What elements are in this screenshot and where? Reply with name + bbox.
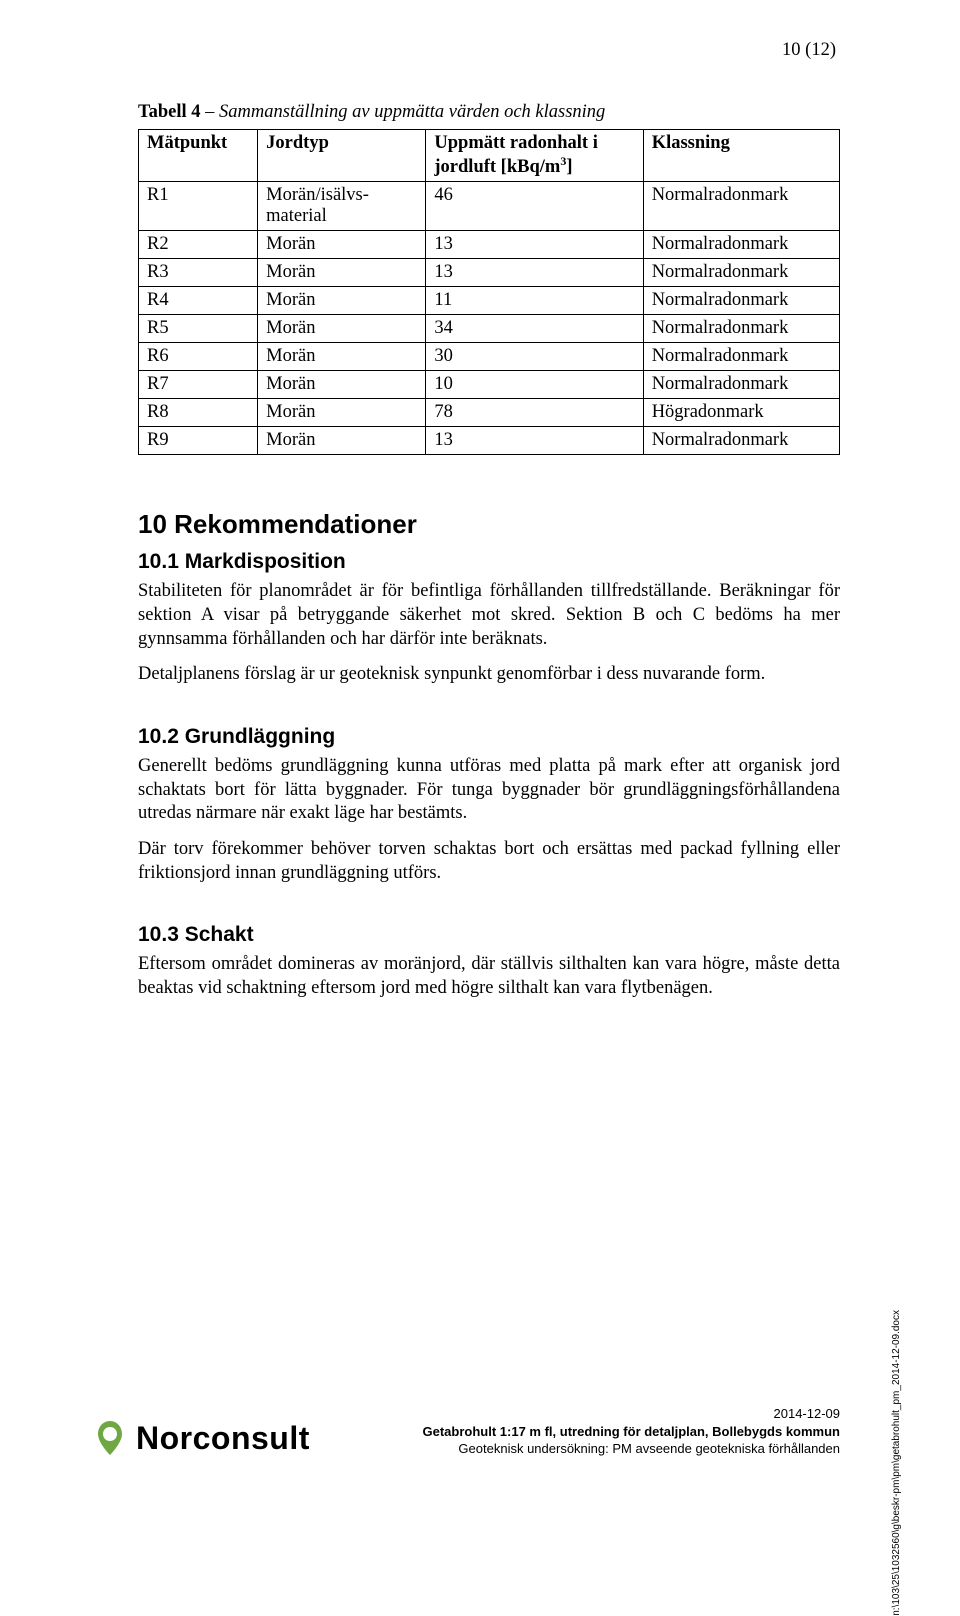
table-cell: R4 xyxy=(139,287,258,315)
table-cell: R7 xyxy=(139,371,258,399)
table-cell: 13 xyxy=(426,259,643,287)
table-cell: 11 xyxy=(426,287,643,315)
norconsult-logo-icon xyxy=(90,1418,130,1458)
para-10-1a: Stabiliteten för planområdet är för befi… xyxy=(138,580,840,651)
table-row: R8Morän78Högradonmark xyxy=(139,399,840,427)
table-cell: Morän xyxy=(258,399,426,427)
table-cell: 46 xyxy=(426,182,643,231)
table-title: Tabell 4 – Sammanställning av uppmätta v… xyxy=(138,102,840,123)
table-cell: Normalradonmark xyxy=(643,287,839,315)
footer-line2: Geoteknisk undersökning: PM avseende geo… xyxy=(423,1440,840,1458)
table-cell: Morän xyxy=(258,315,426,343)
table-cell: Morän xyxy=(258,343,426,371)
table-cell: Normalradonmark xyxy=(643,343,839,371)
table-cell: R5 xyxy=(139,315,258,343)
heading-10: 10 Rekommendationer xyxy=(138,509,840,540)
table-cell: Morän xyxy=(258,427,426,455)
table-cell: Normalradonmark xyxy=(643,371,839,399)
footer-title: Getabrohult 1:17 m fl, utredning för det… xyxy=(423,1423,840,1441)
para-10-1b: Detaljplanens förslag är ur geoteknisk s… xyxy=(138,663,840,687)
table-cell: R8 xyxy=(139,399,258,427)
table-cell: Högradonmark xyxy=(643,399,839,427)
table-cell: Morän xyxy=(258,259,426,287)
para-10-3a: Eftersom området domineras av moränjord,… xyxy=(138,953,840,1000)
th-radon-text: Uppmätt radonhalt i jordluft [kBq/m xyxy=(434,133,597,177)
footer-meta: 2014-12-09 Getabrohult 1:17 m fl, utredn… xyxy=(423,1405,840,1458)
table-row: R6Morän30Normalradonmark xyxy=(139,343,840,371)
table-cell: Morän xyxy=(258,231,426,259)
table-cell: Morän/isälvs-material xyxy=(258,182,426,231)
table-row: R5Morän34Normalradonmark xyxy=(139,315,840,343)
table-row: R7Morän10Normalradonmark xyxy=(139,371,840,399)
table-row: R4Morän11Normalradonmark xyxy=(139,287,840,315)
side-path-text: n:\103\25\1032560\g\beskr-pm\pm\getabroh… xyxy=(891,1310,902,1616)
table-row: R1Morän/isälvs-material46Normalradonmark xyxy=(139,182,840,231)
table-title-rest: – Sammanställning av uppmätta värden och… xyxy=(201,102,606,122)
table-cell: 13 xyxy=(426,427,643,455)
table-cell: 30 xyxy=(426,343,643,371)
heading-10-2: 10.2 Grundläggning xyxy=(138,725,840,749)
table-row: R2Morän13Normalradonmark xyxy=(139,231,840,259)
table-cell: Normalradonmark xyxy=(643,231,839,259)
table-cell: Normalradonmark xyxy=(643,315,839,343)
heading-10-3: 10.3 Schakt xyxy=(138,923,840,947)
table-cell: 10 xyxy=(426,371,643,399)
table-cell: Morän xyxy=(258,371,426,399)
table-cell: Morän xyxy=(258,287,426,315)
table-cell: Normalradonmark xyxy=(643,182,839,231)
th-jordtyp: Jordtyp xyxy=(258,130,426,182)
table-cell: R6 xyxy=(139,343,258,371)
norconsult-logo: Norconsult xyxy=(90,1418,310,1458)
th-radon-close: ] xyxy=(566,157,572,177)
table-row: R9Morän13Normalradonmark xyxy=(139,427,840,455)
table-title-bold: Tabell 4 xyxy=(138,102,201,122)
footer-date: 2014-12-09 xyxy=(423,1405,840,1423)
heading-10-1: 10.1 Markdisposition xyxy=(138,550,840,574)
table-header-row: Mätpunkt Jordtyp Uppmätt radonhalt i jor… xyxy=(139,130,840,182)
footer: Norconsult 2014-12-09 Getabrohult 1:17 m… xyxy=(0,1405,960,1458)
table-cell: 34 xyxy=(426,315,643,343)
table-cell: R1 xyxy=(139,182,258,231)
th-matpunkt: Mätpunkt xyxy=(139,130,258,182)
table-body: R1Morän/isälvs-material46Normalradonmark… xyxy=(139,182,840,455)
table-row: R3Morän13Normalradonmark xyxy=(139,259,840,287)
th-klassning: Klassning xyxy=(643,130,839,182)
table-cell: R9 xyxy=(139,427,258,455)
norconsult-logo-text: Norconsult xyxy=(136,1420,310,1457)
table-cell: 78 xyxy=(426,399,643,427)
table-cell: R3 xyxy=(139,259,258,287)
table-cell: Normalradonmark xyxy=(643,259,839,287)
para-10-2a: Generellt bedöms grundläggning kunna utf… xyxy=(138,755,840,826)
table-cell: 13 xyxy=(426,231,643,259)
table-cell: R2 xyxy=(139,231,258,259)
page-number: 10 (12) xyxy=(782,40,836,61)
th-radon: Uppmätt radonhalt i jordluft [kBq/m3] xyxy=(426,130,643,182)
table-cell: Normalradonmark xyxy=(643,427,839,455)
para-10-2b: Där torv förekommer behöver torven schak… xyxy=(138,838,840,885)
measurement-table: Mätpunkt Jordtyp Uppmätt radonhalt i jor… xyxy=(138,129,840,455)
